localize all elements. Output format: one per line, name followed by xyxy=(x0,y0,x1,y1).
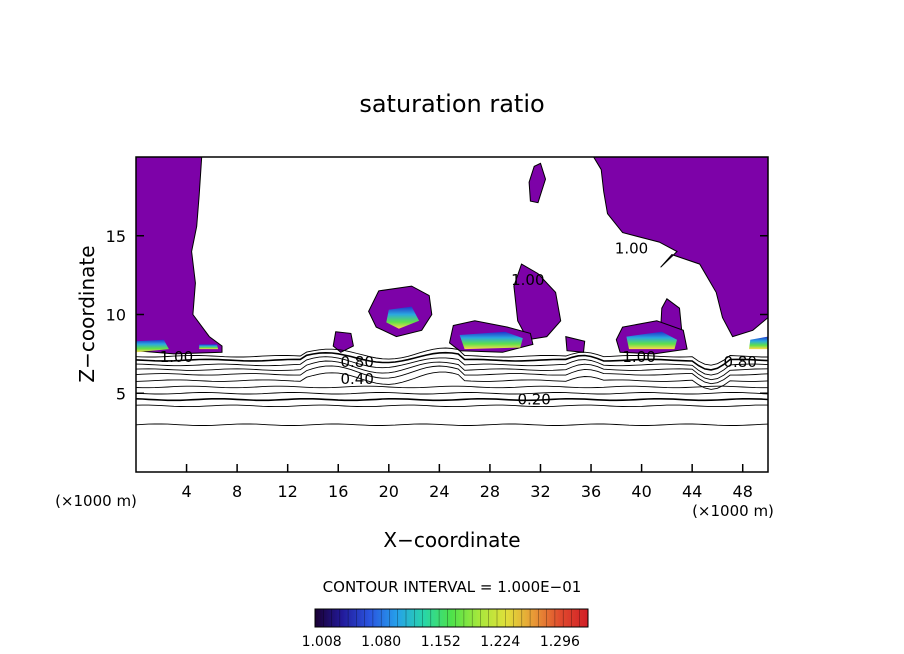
x-tick-label: 20 xyxy=(379,482,399,501)
y-tick-label: 15 xyxy=(106,227,126,246)
saturated-region xyxy=(565,335,586,353)
y-unit-label: (×1000 m) xyxy=(55,492,137,510)
colorbar-tick-label: 1.152 xyxy=(421,634,461,650)
color-band xyxy=(459,331,523,350)
x-unit-label: (×1000 m) xyxy=(692,502,774,520)
y-axis-label: Z−coordinate xyxy=(75,245,99,382)
color-band xyxy=(626,331,677,350)
contour-line xyxy=(136,371,768,390)
y-tick-label: 10 xyxy=(106,306,126,325)
contour-label: 1.00 xyxy=(160,348,193,366)
x-tick-label: 40 xyxy=(631,482,651,501)
contour-line xyxy=(136,365,768,385)
plot-area: 1.00 0.800.400.201.00 0.801.001.00 xyxy=(136,157,768,426)
contour-labels: 1.00 0.800.400.201.00 0.801.001.00 xyxy=(160,239,757,408)
contour-label: 0.80 xyxy=(340,353,373,371)
contour-line xyxy=(136,404,768,408)
contour-label: 0.20 xyxy=(517,391,550,409)
contour-line xyxy=(136,356,768,376)
chart-title: saturation ratio xyxy=(359,90,544,118)
saturated-region xyxy=(136,157,223,355)
colorbar-ticks: 1.008 1.080 1.152 1.224 1.296 xyxy=(302,634,580,650)
y-axis-ticks: 5 10 15 xyxy=(106,227,768,403)
x-tick-label: 32 xyxy=(530,482,550,501)
colorbar-tick-label: 1.296 xyxy=(540,634,580,650)
x-axis-label: X−coordinate xyxy=(383,528,520,552)
contour-label: 0.40 xyxy=(340,370,373,388)
contour-line xyxy=(136,423,768,426)
saturated-region xyxy=(528,162,547,204)
contour-line xyxy=(136,392,768,395)
x-tick-label: 8 xyxy=(232,482,242,501)
contour-line xyxy=(136,351,768,371)
saturated-region xyxy=(593,157,768,338)
supersaturated-regions xyxy=(136,157,768,355)
color-band xyxy=(199,344,219,350)
x-tick-label: 24 xyxy=(429,482,449,501)
x-tick-label: 48 xyxy=(733,482,753,501)
contour-line xyxy=(136,360,768,381)
contour-line xyxy=(136,347,768,366)
x-tick-label: 4 xyxy=(181,482,191,501)
contour-label: 1.00 xyxy=(622,348,655,366)
x-axis-ticks: 4 8 12 16 20 24 28 32 36 40 44 48 xyxy=(181,464,753,501)
x-tick-label: 44 xyxy=(682,482,702,501)
x-tick-label: 16 xyxy=(328,482,348,501)
contour-label: 1.00 xyxy=(511,271,544,289)
y-tick-label: 5 xyxy=(116,384,126,403)
saturated-region xyxy=(332,331,354,353)
contour-label: 0.80 xyxy=(723,353,756,371)
contour-label: 1.00 xyxy=(615,239,648,257)
colorbar-tick-label: 1.224 xyxy=(480,634,520,650)
contour-lines xyxy=(136,347,768,426)
color-band xyxy=(386,306,420,329)
contour-interval-text: CONTOUR INTERVAL = 1.000E−01 xyxy=(323,578,582,596)
x-tick-label: 12 xyxy=(278,482,298,501)
color-band xyxy=(749,336,768,350)
x-tick-label: 28 xyxy=(480,482,500,501)
saturated-region xyxy=(513,263,562,341)
color-filled-bands xyxy=(136,306,768,353)
color-band xyxy=(136,339,169,353)
contour-line xyxy=(136,385,768,389)
colorbar-tick-label: 1.008 xyxy=(302,634,342,650)
colorbar-tick-label: 1.080 xyxy=(361,634,401,650)
colorbar xyxy=(314,608,589,628)
contour-line xyxy=(136,398,768,402)
colorbar-divisions xyxy=(323,609,580,627)
x-tick-label: 36 xyxy=(581,482,601,501)
